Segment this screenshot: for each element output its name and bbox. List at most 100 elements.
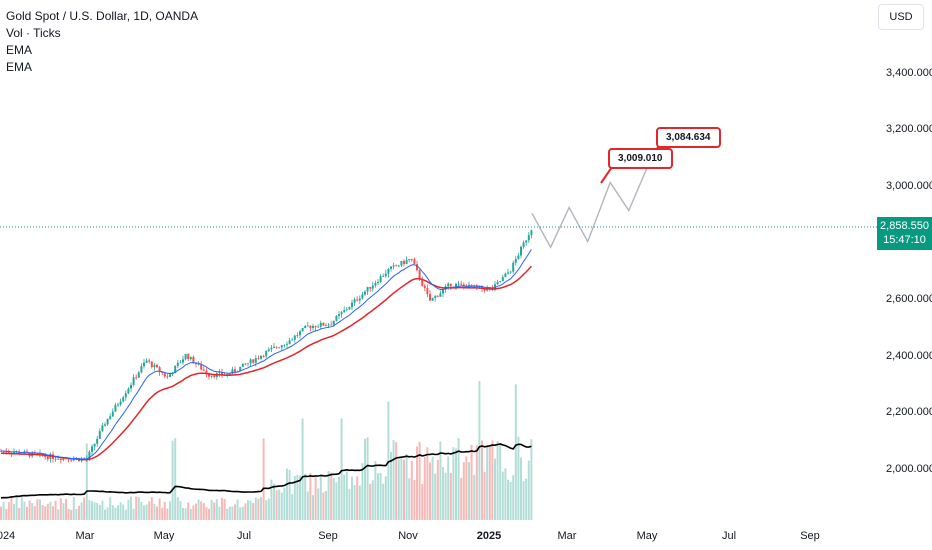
volume-bar (470, 444, 473, 520)
volume-bar (280, 492, 283, 520)
candle-body (98, 431, 101, 439)
price-callout-2[interactable]: 3,084.634 (656, 127, 721, 148)
volume-bar (291, 494, 294, 520)
x-tick: May (153, 530, 175, 542)
volume-bar (31, 503, 34, 520)
candle-body (322, 322, 325, 326)
candle-body (379, 276, 382, 282)
candle-body (218, 372, 221, 374)
volume-bar (226, 508, 229, 520)
candle-body (278, 347, 281, 349)
volume-bar (223, 498, 226, 520)
candle-body (426, 288, 429, 295)
candle-body (338, 314, 340, 316)
candle-body (410, 259, 413, 260)
currency-selector[interactable]: USD (878, 4, 924, 30)
volume-bar (384, 476, 387, 520)
last-price-badge: 2,858.550 15:47:10 (877, 217, 932, 250)
volume-bar (215, 499, 218, 520)
volume-bar (132, 508, 135, 520)
volume-bar (273, 483, 275, 520)
candle-body (67, 458, 70, 460)
candle-body (496, 281, 499, 285)
volume-bar (39, 499, 41, 520)
volume-bar (327, 471, 330, 520)
candle-body (234, 369, 236, 372)
symbol-title[interactable]: Gold Spot / U.S. Dollar, 1D, OANDA (6, 9, 199, 23)
volume-bar (158, 498, 161, 520)
volume-bar (431, 456, 434, 520)
volume-bar (473, 474, 476, 520)
candle-body (161, 372, 164, 374)
volume-bar (397, 459, 400, 520)
candle-body (49, 454, 52, 460)
volume-bar (96, 502, 99, 520)
candle-body (299, 331, 301, 336)
volume-bar (7, 502, 10, 520)
volume-bar (400, 458, 403, 520)
volume-bar (449, 472, 452, 520)
candle-body (325, 325, 327, 327)
candle-body (356, 299, 359, 301)
y-tick: 2,000.000 (886, 463, 932, 475)
candle-body (252, 359, 255, 363)
volume-bar (364, 438, 366, 520)
price-axis[interactable]: 3,400.000 3,200.000 3,000.000 2,600.000 … (868, 0, 932, 550)
ema-indicator-label-1[interactable]: EMA (6, 43, 33, 57)
volume-bar (231, 506, 234, 520)
candle-body (436, 295, 439, 297)
candle-body (267, 349, 270, 351)
candle-body (96, 438, 99, 444)
volume-bar (416, 446, 418, 520)
volume-bar (283, 487, 286, 520)
candle-body (257, 358, 260, 359)
volume-bar (174, 438, 177, 520)
volume-indicator-label[interactable]: Vol · Ticks (6, 26, 61, 40)
candle-body (457, 283, 460, 285)
volume-bar (218, 506, 221, 520)
price-callout-1[interactable]: 3,009.010 (608, 148, 673, 169)
volume-bar (166, 508, 169, 520)
candle-body (169, 374, 171, 377)
candle-body (104, 424, 106, 426)
ema-indicator-label-2[interactable]: EMA (6, 60, 33, 74)
volume-bar (403, 459, 405, 520)
candle-body (111, 411, 114, 417)
volume-bar (67, 508, 70, 520)
volume-bar (143, 505, 145, 520)
x-tick: Nov (398, 530, 418, 542)
volume-bar (117, 505, 119, 520)
volume-bar (213, 502, 216, 520)
volume-bar (413, 479, 416, 520)
volume-bar (156, 506, 158, 520)
volume-bar (439, 441, 442, 520)
candle-body (70, 459, 73, 461)
candle-body (44, 455, 47, 457)
volume-bar (507, 479, 509, 520)
volume-bar (494, 458, 496, 520)
volume-bar (452, 447, 455, 520)
candle-body (416, 264, 418, 271)
candle-body (153, 364, 156, 368)
candle-body (327, 324, 330, 326)
candle-body (273, 346, 275, 348)
candle-body (18, 451, 21, 455)
candle-body (291, 339, 294, 341)
volume-bar (338, 476, 340, 520)
candle-body (392, 265, 395, 267)
volume-bar (343, 474, 346, 520)
candle-body (319, 322, 322, 327)
volume-bar (109, 497, 112, 520)
volume-bar (405, 454, 408, 520)
volume-bar (262, 438, 265, 520)
volume-bar (93, 502, 96, 520)
candle-body (195, 363, 197, 365)
candle-body (358, 298, 361, 301)
volume-bar (288, 469, 291, 520)
candle-body (7, 452, 10, 453)
candle-body (364, 291, 366, 295)
candle-body (119, 401, 122, 405)
candle-body (262, 356, 265, 357)
candle-body (124, 393, 127, 398)
